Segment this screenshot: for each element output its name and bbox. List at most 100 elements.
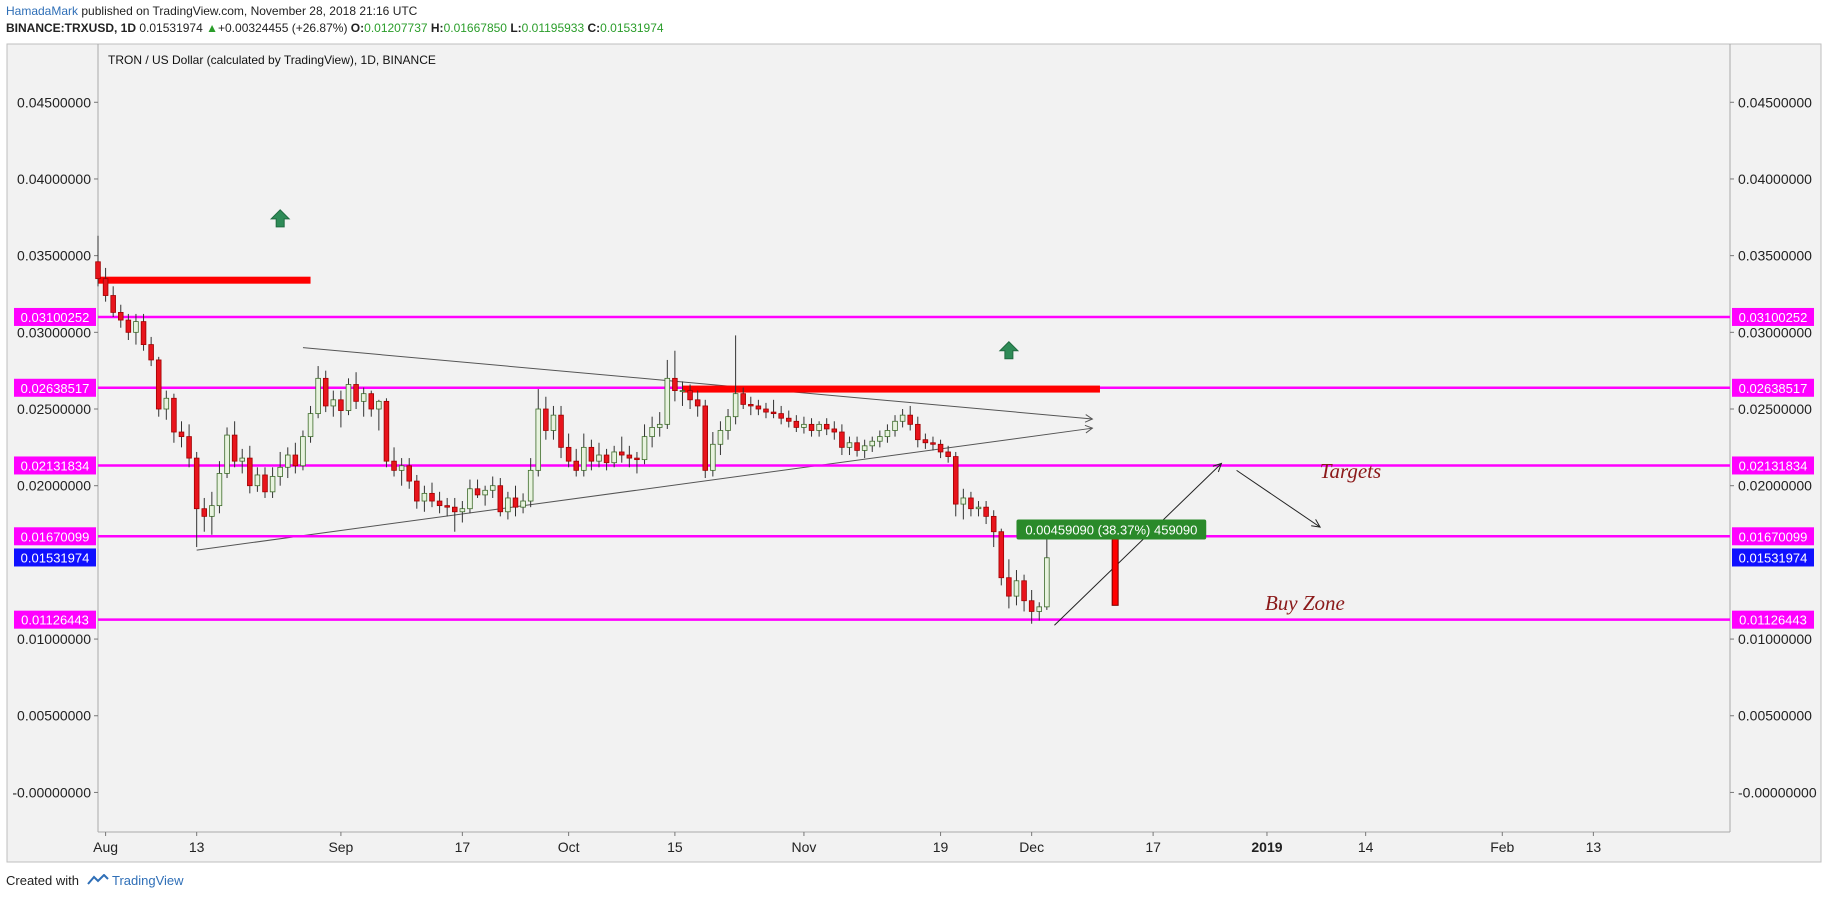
low-label: L: <box>510 21 522 35</box>
candle-body-down <box>588 446 595 462</box>
candle-body-up <box>360 393 367 402</box>
price-tags: 0.03100252 0.03100252 0.02638517 0.02638517… <box>14 307 1814 629</box>
candle-body-down <box>406 465 412 482</box>
candle-body-down <box>338 399 344 411</box>
y-tick-label-left: 0.04000000 <box>17 171 91 187</box>
price-tag-right <box>1732 527 1814 546</box>
candle-body-down <box>171 397 177 433</box>
price-tag-left <box>14 307 96 326</box>
price-tag-left-label: 0.02638517 <box>21 381 90 396</box>
price-tag-right-label: 0.01126443 <box>1739 613 1807 628</box>
price-tag-left-label: 0.01126443 <box>21 613 89 628</box>
price-tag-left <box>14 378 96 397</box>
price-tag-left <box>14 456 96 475</box>
candle-body-up <box>641 436 648 461</box>
y-tick-label-right: 0.03500000 <box>1738 248 1812 264</box>
y-tick-label-right: 0.03000000 <box>1738 324 1812 340</box>
tradingview-link[interactable]: TradingView <box>112 873 184 888</box>
projection-arrowhead <box>1311 519 1322 528</box>
candle-body-down <box>125 319 132 333</box>
candle-body-down <box>452 506 458 513</box>
price-tag-left <box>14 527 96 546</box>
price-tag-right-label: 0.01531974 <box>1739 550 1808 565</box>
candle-body-down <box>854 442 860 451</box>
candle-body-down <box>247 457 253 487</box>
candle-body-down <box>193 457 200 510</box>
last-price: 0.01531974 <box>139 21 203 35</box>
price-tag-right-label: 0.02131834 <box>1739 458 1808 473</box>
price-tag-left <box>14 548 96 567</box>
candle-body-up <box>877 436 883 442</box>
open-label: O: <box>350 21 365 35</box>
candle-body-down <box>786 417 792 422</box>
y-axis-ticks: 0.04500000 0.04500000 0.04000000 0.04000000… <box>12 94 1816 800</box>
up-arrow-icon <box>269 209 291 228</box>
candle-body-up <box>209 505 215 517</box>
candles <box>95 235 1050 624</box>
candle-body-up <box>376 400 382 410</box>
candle-body-up <box>892 420 898 431</box>
projection-arrow <box>1054 463 1222 626</box>
y-tick-label-left: 0.04500000 <box>17 94 91 110</box>
candle-body-up <box>489 485 496 491</box>
x-tick-label: Nov <box>791 839 816 855</box>
resistance-bar <box>98 276 311 284</box>
candle-body-down <box>1006 577 1012 597</box>
candle-body-down <box>1021 580 1027 602</box>
annotations: Targets Buy Zone <box>1265 459 1381 615</box>
y-tick-label-right: 0.02500000 <box>1738 401 1812 417</box>
candle-body-down <box>702 405 709 471</box>
candle-body-up <box>649 427 655 438</box>
up-markers <box>269 209 1020 360</box>
price-tag-right-label: 0.01670099 <box>1739 529 1808 544</box>
candle-body-down <box>778 413 784 419</box>
x-tick-label: 13 <box>1586 839 1602 855</box>
candle-body-down <box>839 431 845 448</box>
candle-body-down <box>793 420 800 428</box>
chart-title: TRON / US Dollar (calculated by TradingV… <box>108 53 436 67</box>
y-tick-label-left: 0.01000000 <box>17 631 91 647</box>
y-tick-label-left: 0.02000000 <box>17 478 91 494</box>
annotation-text: Targets <box>1320 459 1381 483</box>
projection-arrow <box>1236 469 1321 528</box>
candle-body-up <box>550 414 557 431</box>
candle-body-up <box>581 446 587 471</box>
trendline <box>302 347 1093 420</box>
candle-body-down <box>262 474 268 493</box>
candle-body-down <box>930 442 936 445</box>
candle-body-up <box>224 434 230 474</box>
measure-bar <box>1111 535 1119 606</box>
ohlc-readout: BINANCE:TRXUSD, 1D 0.01531974 ▲+0.003244… <box>6 21 664 35</box>
x-tick-label: Aug <box>93 839 118 855</box>
y-tick-label-left: 0.02500000 <box>17 401 91 417</box>
candle-body-up <box>611 451 617 464</box>
candle-body-up <box>1036 606 1042 612</box>
x-tick-label: Sep <box>328 839 353 855</box>
candle-body-up <box>869 440 876 447</box>
measure-label: 0.00459090 (38.37%) 459090 <box>1025 522 1197 537</box>
candle-body-down <box>353 384 359 402</box>
candle-body-down <box>391 460 397 471</box>
y-tick-label-right: 0.04000000 <box>1738 171 1812 187</box>
candle-body-down <box>907 414 913 425</box>
candle-body-up <box>307 413 314 438</box>
price-tag-right <box>1732 610 1814 629</box>
high-value: 0.01667850 <box>443 21 507 35</box>
author-link[interactable]: HamadaMark <box>6 4 79 18</box>
candle-body-up <box>505 497 511 513</box>
candle-body-down <box>436 500 443 507</box>
candle-body-up <box>300 436 306 467</box>
x-tick-label: 2019 <box>1251 839 1282 855</box>
candle-body-up <box>816 423 822 431</box>
candle-body-up <box>710 443 716 471</box>
x-tick-label: Dec <box>1019 839 1044 855</box>
y-tick-label-left: -0.00000000 <box>12 784 91 800</box>
candle-body-down <box>748 404 754 407</box>
candle-body-down <box>155 359 162 410</box>
candle-body-down <box>231 434 238 462</box>
open-value: 0.01207737 <box>364 21 428 35</box>
candle-body-down <box>110 295 116 313</box>
candle-body-down <box>763 408 769 413</box>
candle-body-up <box>1013 580 1020 597</box>
